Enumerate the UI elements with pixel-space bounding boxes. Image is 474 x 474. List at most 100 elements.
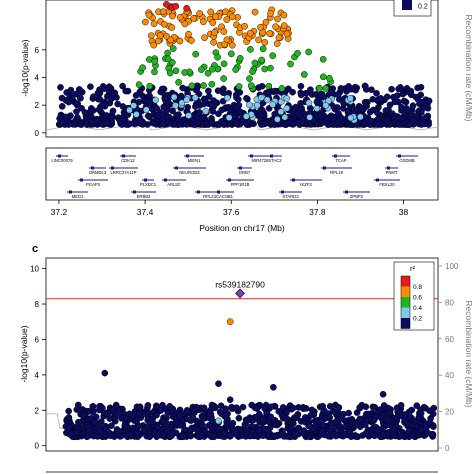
top-point [102,119,110,127]
c-point [420,403,428,411]
top-point [422,99,429,107]
top-point [305,48,312,56]
c-point [339,432,347,440]
top-point [197,66,205,73]
top-point [125,120,133,128]
c-legend-label: 0.8 [413,284,422,291]
top-point [192,50,200,58]
gene-label: TCAP [335,158,346,163]
top-point [388,85,395,93]
top-point [275,34,283,41]
top-point [251,8,259,16]
top-point [241,22,248,30]
top-point [393,92,401,99]
c-legend-label: 0.4 [413,305,422,312]
c-point [267,403,275,411]
top-point [212,13,219,20]
gene-label: PGAP3 [86,182,101,187]
top-point [122,87,130,95]
top-point [297,82,305,90]
top-point [327,89,335,96]
top-point [396,121,403,128]
c-point [409,421,417,429]
c-point [278,411,286,419]
c-point [299,405,307,412]
top-point [269,52,277,60]
c-point [261,405,269,412]
c-point [187,416,195,424]
c-point [430,423,437,430]
top-point [257,106,265,114]
top-point [220,28,228,35]
panel-top: 0 2 4 6 -log10(p-value) Recombination rate … [20,0,474,138]
top-point [334,118,342,126]
c-point [405,427,413,435]
top-point [57,84,64,91]
top-point [265,82,273,90]
top-point [268,118,276,126]
c-point [68,430,75,438]
c-point [283,415,291,423]
c-y-tick-label: 6 [35,335,40,344]
top-point [274,115,281,123]
top-point [297,100,304,107]
c-point [426,407,433,415]
top-point [271,87,279,95]
top-point [246,101,253,109]
gene-exon [91,166,94,170]
top-point [95,106,103,114]
top-point [354,106,361,113]
top-point [202,107,210,115]
top-point [236,54,244,62]
c-y2-tick-label: 40 [445,371,454,380]
c-point [291,431,299,438]
gene-label: GSDMB [399,158,415,163]
gene-label: IKZF3 [300,182,312,187]
c-point [65,414,73,421]
c-point [236,426,244,433]
top-point [179,84,187,92]
top-recomb-line [45,110,439,131]
c-legend-labels: 0.8 0.6 0.4 0.2 [413,284,422,323]
top-point [251,59,259,67]
top-point [181,69,189,76]
c-point [325,426,333,434]
top-point [226,106,234,114]
top-point [163,1,170,8]
c-y-tick-label: 10 [30,265,39,274]
c-point [244,427,251,435]
top-point [257,94,265,102]
x-tick-label: 37.4 [137,207,154,217]
top-point [130,102,138,109]
c-point [308,406,316,414]
top-point [211,29,218,36]
c-point [361,421,369,428]
top-point [357,113,364,121]
top-point [337,85,345,92]
c-legend-colorbar-frame [400,275,411,329]
top-point [223,36,231,44]
gene-exon [122,154,125,158]
top-point [347,94,354,102]
top-point [200,18,207,26]
top-point [274,15,281,23]
c-point [222,405,229,413]
c-point [259,432,267,440]
top-point [81,109,89,116]
c-point [239,403,247,411]
gene-label: ERBB2 [137,194,151,199]
c-point [75,419,83,427]
c-legend-colorbar [400,275,411,329]
c-y-tick-label: 2 [35,406,40,415]
top-point [159,111,167,118]
top-y-tick-label: 6 [35,46,40,55]
gene-exon [175,166,178,170]
top-point [391,98,399,106]
top-point [292,103,300,111]
c-point [112,401,120,409]
top-point [204,69,212,77]
c-point [154,432,162,439]
gene-exon [334,154,337,158]
gene-exon [398,154,401,158]
top-point [278,85,286,92]
